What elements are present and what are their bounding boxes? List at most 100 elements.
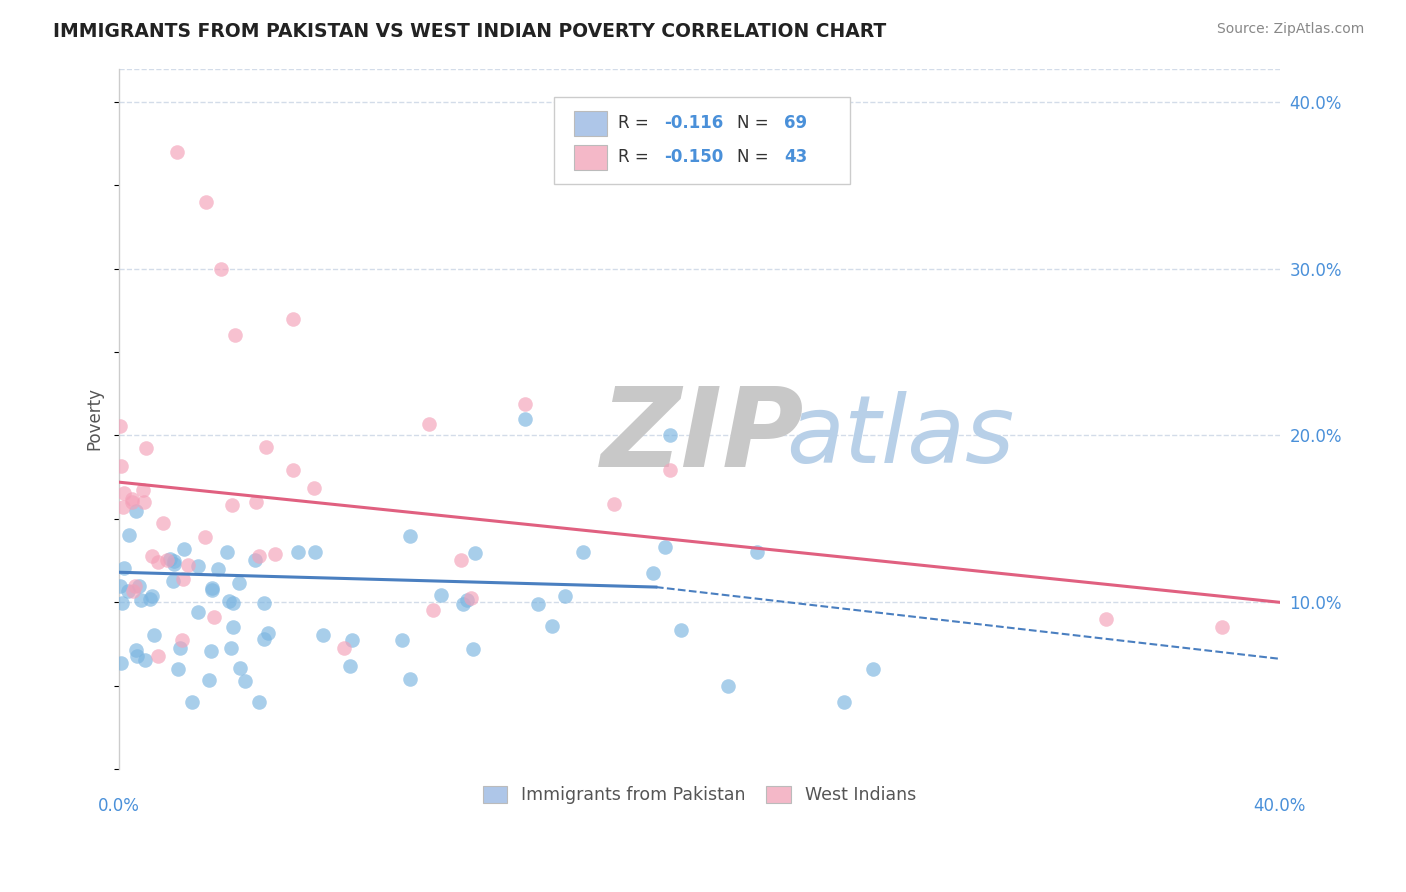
Point (129, 592, 152, 607)
Point (222, 596, 245, 610)
Point (134, 494, 156, 508)
Point (172, 632, 194, 647)
Point (281, 462, 304, 476)
Point (554, 590, 576, 604)
Point (339, 658, 361, 673)
Point (110, 458, 132, 473)
Point (228, 661, 250, 675)
Point (422, 603, 444, 617)
Point (207, 562, 229, 576)
Point (603, 497, 626, 511)
Point (398, 673, 420, 687)
Point (163, 558, 186, 572)
Point (233, 673, 256, 688)
Point (302, 481, 325, 495)
Point (391, 632, 413, 647)
Point (659, 463, 682, 477)
Text: 43: 43 (785, 148, 807, 167)
Point (256, 626, 278, 640)
Point (219, 641, 242, 656)
Text: 0.0%: 0.0% (98, 797, 141, 815)
Point (201, 582, 224, 597)
Point (181, 695, 204, 709)
Point (464, 546, 486, 560)
Point (112, 500, 135, 514)
Point (122, 583, 145, 598)
Point (125, 504, 148, 518)
Point (717, 679, 740, 693)
Point (249, 695, 271, 709)
Point (166, 145, 188, 159)
Point (450, 552, 472, 566)
Point (146, 555, 169, 569)
Text: Source: ZipAtlas.com: Source: ZipAtlas.com (1216, 22, 1364, 37)
Point (254, 441, 277, 455)
Point (124, 579, 146, 593)
Point (110, 657, 132, 671)
Point (862, 662, 884, 676)
Point (112, 486, 135, 500)
Point (451, 597, 474, 611)
Point (513, 397, 536, 411)
Point (1094, 612, 1116, 626)
Point (163, 554, 186, 568)
Point (572, 545, 595, 559)
Text: R =: R = (619, 114, 654, 132)
Point (747, 545, 769, 559)
Point (202, 610, 225, 624)
Point (342, 632, 364, 647)
Point (253, 596, 276, 610)
Point (253, 632, 276, 646)
Text: N =: N = (737, 148, 773, 167)
Point (121, 491, 143, 506)
FancyBboxPatch shape (554, 96, 851, 184)
Point (463, 641, 485, 656)
Point (456, 592, 478, 607)
Point (152, 516, 174, 530)
Point (141, 589, 163, 603)
Point (429, 588, 451, 602)
Point (228, 576, 250, 591)
Point (263, 547, 285, 561)
Point (245, 495, 267, 509)
Y-axis label: Poverty: Poverty (86, 387, 103, 450)
Point (162, 574, 184, 588)
Text: -0.150: -0.150 (665, 148, 724, 167)
Point (312, 628, 335, 642)
Point (200, 581, 222, 595)
Text: atlas: atlas (786, 391, 1015, 482)
Point (108, 579, 131, 593)
Point (659, 428, 682, 442)
Point (132, 483, 155, 498)
Point (1211, 620, 1233, 634)
Point (221, 620, 243, 634)
Point (460, 591, 482, 605)
Point (142, 628, 165, 642)
Text: 40.0%: 40.0% (1253, 797, 1306, 815)
Text: 69: 69 (785, 114, 807, 132)
Point (141, 549, 163, 563)
Legend: Immigrants from Pakistan, West Indians: Immigrants from Pakistan, West Indians (474, 777, 925, 813)
Point (527, 597, 550, 611)
Point (146, 648, 169, 663)
Point (245, 552, 267, 566)
Point (834, 695, 856, 709)
Point (110, 419, 132, 434)
Text: IMMIGRANTS FROM PAKISTAN VS WEST INDIAN POVERTY CORRELATION CHART: IMMIGRANTS FROM PAKISTAN VS WEST INDIAN … (53, 22, 887, 41)
Point (139, 591, 162, 606)
Point (111, 597, 134, 611)
Point (224, 328, 246, 343)
Point (515, 412, 537, 426)
Text: -0.116: -0.116 (665, 114, 724, 132)
Point (195, 194, 218, 209)
Point (172, 572, 194, 586)
Text: ZIP: ZIP (600, 383, 804, 490)
Point (128, 579, 150, 593)
Point (124, 643, 146, 657)
Point (218, 594, 240, 608)
Point (134, 653, 156, 667)
Point (118, 527, 141, 541)
Point (169, 641, 191, 656)
Point (399, 529, 422, 543)
Point (654, 541, 676, 555)
